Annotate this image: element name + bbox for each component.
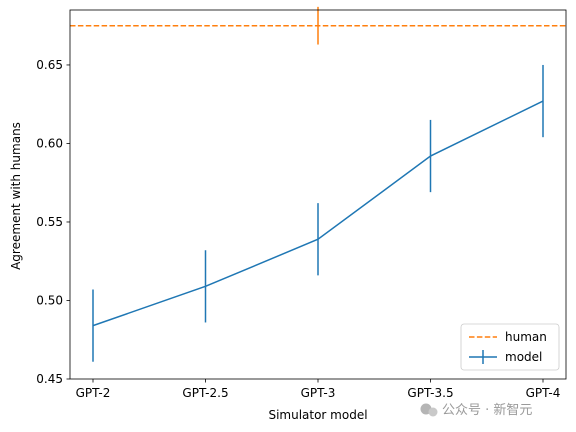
x-tick-label: GPT-2.5	[182, 386, 228, 400]
legend: human model	[460, 323, 560, 371]
legend-box	[460, 323, 560, 371]
x-axis-label: Simulator model	[268, 408, 367, 422]
y-tick-label: 0.60	[36, 136, 63, 150]
watermark-text: 公众号 · 新智元	[442, 402, 532, 418]
wechat-icon-bubble	[428, 407, 438, 417]
legend-model-label: model	[505, 350, 542, 364]
x-tick-label: GPT-3	[301, 386, 336, 400]
y-tick-label: 0.50	[36, 293, 63, 307]
y-tick-label: 0.55	[36, 215, 63, 229]
plot-area: 0.45 0.50 0.55 0.60 0.65 GPT-2 GPT-2.5 GPT-3 GPT…	[36, 6, 567, 400]
legend-human-label: human	[505, 330, 547, 344]
x-tick-label: GPT-2	[76, 386, 111, 400]
x-tick-label: GPT-4	[526, 386, 561, 400]
y-axis-label: Agreement with humans	[9, 122, 23, 270]
y-tick-label: 0.45	[36, 372, 63, 386]
watermark: 公众号 · 新智元	[420, 402, 532, 418]
y-tick-label: 0.65	[36, 58, 63, 72]
x-tick-label: GPT-3.5	[407, 386, 453, 400]
